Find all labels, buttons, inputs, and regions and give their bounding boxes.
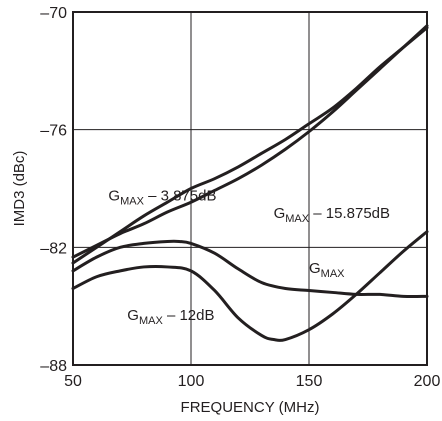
y-tick-label: –70: [40, 5, 67, 22]
x-axis-label: FREQUENCY (MHz): [181, 399, 320, 416]
x-tick-label: 200: [414, 373, 441, 390]
curve-label: GMAX – 3.875dB: [108, 187, 216, 207]
curve-label: GMAX: [309, 260, 345, 280]
grid-lines: [73, 12, 427, 365]
x-tick-label: 50: [64, 373, 82, 390]
curve-label: GMAX – 12dB: [127, 307, 214, 327]
x-axis-tick-labels: 50 100 150 200: [64, 373, 440, 390]
y-tick-label: –88: [40, 358, 67, 375]
x-tick-label: 150: [296, 373, 323, 390]
curve-label: GMAX – 15.875dB: [274, 205, 390, 225]
plot-frame: [72, 11, 428, 366]
series-line-0: [71, 26, 429, 265]
series-line-3: [71, 230, 429, 342]
y-axis-label: IMD3 (dBc): [11, 151, 28, 227]
series-lines: [71, 24, 429, 342]
y-tick-label: –82: [40, 240, 67, 257]
y-tick-label: –76: [40, 123, 67, 140]
y-axis-tick-labels: –88 –82 –76 –70: [40, 5, 67, 375]
series-line-1: [71, 24, 429, 259]
curve-annotations: GMAX – 3.875dB GMAX – 15.875dB GMAX GMAX – …: [108, 187, 390, 327]
x-tick-label: 100: [178, 373, 205, 390]
series-line-2: [71, 239, 429, 299]
